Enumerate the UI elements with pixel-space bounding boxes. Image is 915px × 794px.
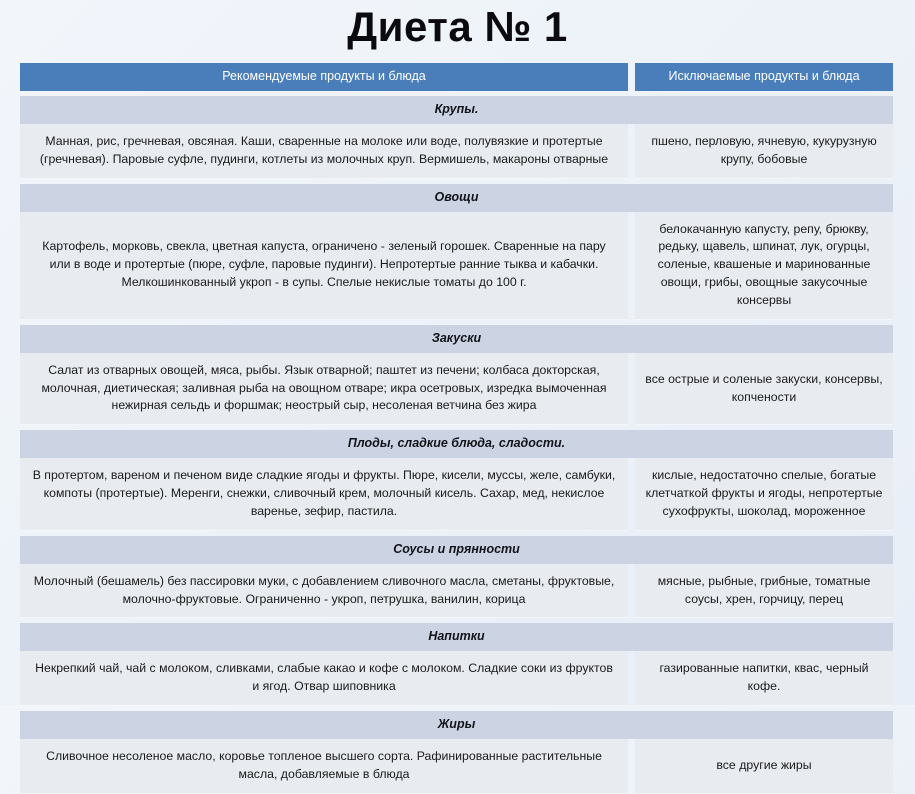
section-title-row: Овощи [20, 183, 893, 212]
section-title: Овощи [20, 183, 893, 212]
cell-excluded: все другие жиры [635, 739, 893, 794]
column-header-recommended: Рекомендуемые продукты и блюда [20, 63, 628, 91]
cell-gap [628, 212, 635, 320]
table-row: Сливочное несоленое масло, коровье топле… [20, 739, 893, 794]
cell-gap [628, 124, 635, 179]
section-title-row: Плоды, сладкие блюда, сладости. [20, 430, 893, 459]
cell-gap [628, 739, 635, 794]
table-row: Некрепкий чай, чай с молоком, сливками, … [20, 651, 893, 707]
table-row: В протертом, вареном и печеном виде слад… [20, 458, 893, 531]
section-title: Напитки [20, 623, 893, 652]
cell-recommended: Сливочное несоленое масло, коровье топле… [20, 739, 628, 794]
cell-recommended: Некрепкий чай, чай с молоком, сливками, … [20, 651, 628, 707]
section-title: Жиры [20, 711, 893, 740]
cell-gap [628, 651, 635, 706]
cell-gap [628, 564, 635, 619]
table-row: Манная, рис, гречневая, овсяная. Каши, с… [20, 124, 893, 179]
table-row: Молочный (бешамель) без пассировки муки,… [20, 563, 893, 619]
cell-gap [628, 353, 635, 425]
section-title: Соусы и прянности [20, 535, 893, 564]
cell-recommended: Молочный (бешамель) без пассировки муки,… [20, 563, 628, 619]
diet-table: Рекомендуемые продукты и блюда Исключаемы… [20, 63, 893, 794]
page-title: Диета № 1 [347, 3, 568, 50]
cell-excluded: пшено, перловую, ячневую, кукурузную кру… [635, 124, 893, 179]
section-title-row: Напитки [20, 623, 893, 652]
table-header-row: Рекомендуемые продукты и блюда Исключаемы… [20, 63, 893, 91]
section-title: Закуски [20, 324, 893, 353]
cell-gap [628, 458, 635, 530]
cell-recommended: В протертом, вареном и печеном виде слад… [20, 458, 628, 531]
section-title-row: Соусы и прянности [20, 535, 893, 564]
cell-recommended: Салат из отварных овощей, мяса, рыбы. Яз… [20, 352, 628, 426]
table-row: Салат из отварных овощей, мяса, рыбы. Яз… [20, 352, 893, 426]
column-header-excluded: Исключаемые продукты и блюда [635, 63, 893, 91]
cell-recommended: Манная, рис, гречневая, овсяная. Каши, с… [20, 124, 628, 179]
slide: Диета № 1 Рекомендуемые продукты и блюда… [20, 3, 893, 794]
section-title-row: Закуски [20, 324, 893, 353]
section-title: Плоды, сладкие блюда, сладости. [20, 430, 893, 459]
section-title-row: Жиры [20, 711, 893, 740]
cell-excluded: газированные напитки, квас, черный кофе. [635, 651, 893, 707]
section-title-row: Крупы. [20, 96, 893, 124]
section-title: Крупы. [20, 96, 893, 124]
cell-excluded: белокачанную капусту, репу, брюкву, редь… [635, 211, 893, 320]
cell-recommended: Картофель, морковь, свекла, цветная капу… [20, 211, 628, 320]
cell-excluded: все острые и соленые закуски, консервы, … [635, 352, 893, 426]
diet-table-container: Рекомендуемые продукты и блюда Исключаемы… [20, 63, 893, 794]
cell-excluded: кислые, недостаточно спелые, богатые кле… [635, 458, 893, 531]
cell-excluded: мясные, рыбные, грибные, томатные соусы,… [635, 563, 893, 619]
table-row: Картофель, морковь, свекла, цветная капу… [20, 211, 893, 320]
column-gap [628, 63, 635, 91]
